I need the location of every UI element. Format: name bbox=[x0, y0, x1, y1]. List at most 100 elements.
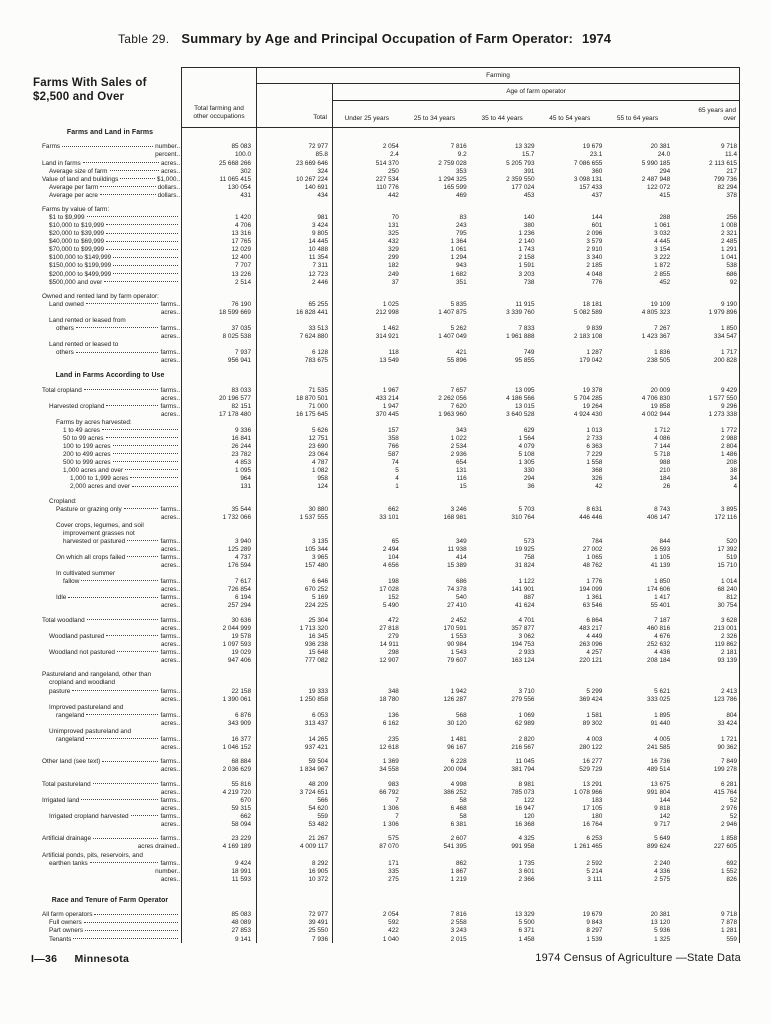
cell-value: 538 bbox=[672, 261, 740, 270]
table-row: acres.. 125 289 105 344 2 494 11 938 19 925 27… bbox=[40, 545, 740, 554]
cell-value bbox=[333, 679, 401, 687]
cell-value bbox=[604, 128, 672, 137]
table-header: Farms With Sales of $2,500 and Over Tota… bbox=[33, 67, 740, 128]
cell-value: 326 bbox=[591, 475, 603, 483]
cell-value: 1 325 bbox=[654, 935, 671, 943]
cell-value: 349 bbox=[455, 537, 467, 545]
cell-value: 3 895 bbox=[672, 505, 740, 514]
cell-value: 76 190 bbox=[182, 300, 257, 309]
cell-value bbox=[604, 529, 672, 537]
stub-header-cell: Farms With Sales of $2,500 and Over bbox=[33, 67, 182, 128]
cell-value: 2 183 108 bbox=[573, 333, 603, 341]
cell-value: 799 736 bbox=[672, 175, 740, 184]
row-label-cell: Irrigated cropland harvested farms.. bbox=[40, 812, 182, 821]
cell-value: 7 bbox=[395, 812, 399, 820]
row-unit: farms.. bbox=[160, 325, 180, 333]
cell-value: 7 816 bbox=[450, 143, 467, 151]
cell-value: 1 961 888 bbox=[506, 333, 535, 341]
cell-value: 3 062 bbox=[518, 632, 535, 640]
cell-value: 2 946 bbox=[672, 820, 740, 829]
cell-value: 469 bbox=[455, 191, 467, 199]
cell-value: 13 329 bbox=[514, 911, 535, 919]
cell-value: 3 203 bbox=[518, 270, 535, 278]
cell-value: 55 401 bbox=[650, 602, 671, 610]
table-row: Average size of farm acres.. 302 324 250 353 3… bbox=[40, 167, 740, 176]
table-row: acres.. 1 390 061 1 250 858 18 780 126 287 27… bbox=[40, 695, 740, 704]
cell-value bbox=[257, 664, 333, 671]
row-label: 200 to 499 acres bbox=[63, 451, 111, 459]
row-unit: farms.. bbox=[160, 594, 180, 602]
cell-value: 241 585 bbox=[647, 743, 671, 751]
table-row: Other land (see text) farms.. 68 884 59 504… bbox=[40, 757, 740, 766]
leader-dots bbox=[100, 185, 156, 187]
row-label: fallow bbox=[63, 578, 80, 586]
row-label-cell: acres.. bbox=[40, 624, 182, 633]
cell-value: 3 579 bbox=[586, 238, 603, 246]
cell-value: 4 325 bbox=[518, 835, 535, 843]
cell-value: 964 bbox=[182, 474, 257, 483]
cell-value: 16 828 441 bbox=[257, 308, 333, 317]
cell-value: 9 190 bbox=[672, 300, 740, 309]
cell-value: 55 896 bbox=[447, 357, 467, 365]
cell-value bbox=[537, 896, 605, 905]
table-row: acres.. 18 599 669 16 828 441 212 998 1 407 … bbox=[40, 308, 740, 317]
cell-value bbox=[672, 136, 740, 143]
cell-value: 21 267 bbox=[257, 834, 333, 843]
cell-value bbox=[182, 703, 257, 712]
cell-value bbox=[672, 883, 740, 890]
cell-value: 1 065 bbox=[586, 554, 603, 562]
cell-value: 157 433 bbox=[579, 183, 603, 191]
table-row: Artificial drainage farms.. 23 229 21 267 57… bbox=[40, 834, 740, 843]
row-label-cell: acres.. bbox=[40, 875, 182, 884]
cell-value: 1 022 bbox=[450, 434, 467, 442]
cell-value bbox=[182, 529, 257, 538]
cell-value: 110 776 bbox=[376, 183, 399, 191]
cell-value: 125 289 bbox=[182, 545, 257, 554]
cell-value: 3 601 bbox=[518, 867, 535, 875]
cell-value: 3 640 528 bbox=[506, 410, 535, 418]
row-label: Cropland: bbox=[49, 497, 77, 505]
cell-value: 294 bbox=[523, 475, 535, 483]
cell-value: 432 bbox=[388, 238, 399, 246]
cell-value: 18 181 bbox=[582, 301, 603, 309]
spacer-row bbox=[40, 664, 740, 671]
cell-value bbox=[672, 286, 740, 293]
column-header-55-64: 55 to 64 years bbox=[616, 114, 659, 122]
cell-value bbox=[604, 521, 672, 529]
row-label-cell: harvested or pastured farms.. bbox=[40, 537, 182, 546]
cell-value bbox=[333, 727, 401, 735]
cell-value bbox=[401, 896, 469, 905]
row-label-cell: acres.. bbox=[40, 695, 182, 704]
cell-value: 601 bbox=[591, 222, 603, 230]
row-unit: acres.. bbox=[160, 743, 180, 751]
cell-value: 1 558 bbox=[586, 459, 603, 467]
table-row: On which all crops failed farms.. 4 737 3 9… bbox=[40, 553, 740, 562]
cell-value: 25 668 266 bbox=[182, 158, 257, 168]
cell-value: 16 175 645 bbox=[257, 410, 333, 419]
cell-value: 334 547 bbox=[672, 332, 740, 341]
table-row: Idle farms.. 6 194 5 169 152 540 887 1 361 1 417… bbox=[40, 593, 740, 602]
row-label-cell: acres.. bbox=[40, 308, 182, 317]
row-unit: acres.. bbox=[160, 602, 180, 610]
cell-value bbox=[672, 316, 740, 325]
cell-value: 353 bbox=[455, 167, 467, 175]
cell-value: 250 bbox=[388, 167, 399, 175]
cell-value: 4 336 bbox=[654, 867, 671, 875]
row-unit: farms.. bbox=[160, 780, 180, 788]
cell-value bbox=[672, 292, 740, 301]
table-row: Harvested cropland farms.. 82 151 71 000 1 9… bbox=[40, 402, 740, 411]
row-label: Average size of farm bbox=[49, 167, 108, 175]
leader-dots bbox=[113, 264, 178, 266]
row-label: 500 to 999 acres bbox=[63, 459, 111, 467]
cell-value bbox=[537, 371, 605, 380]
row-label-cell: Land rented or leased to bbox=[40, 340, 182, 349]
cell-value: 4 086 bbox=[654, 434, 671, 442]
cell-value: 177 024 bbox=[511, 183, 535, 191]
cell-value bbox=[182, 895, 257, 905]
cell-value: 1 219 bbox=[450, 875, 467, 883]
cell-value: 587 bbox=[388, 451, 399, 459]
cell-value: 2 359 550 bbox=[506, 175, 535, 183]
cell-value: 1 481 bbox=[450, 735, 467, 743]
cell-value: 252 632 bbox=[647, 640, 671, 648]
cell-value: 20 009 bbox=[650, 386, 671, 394]
